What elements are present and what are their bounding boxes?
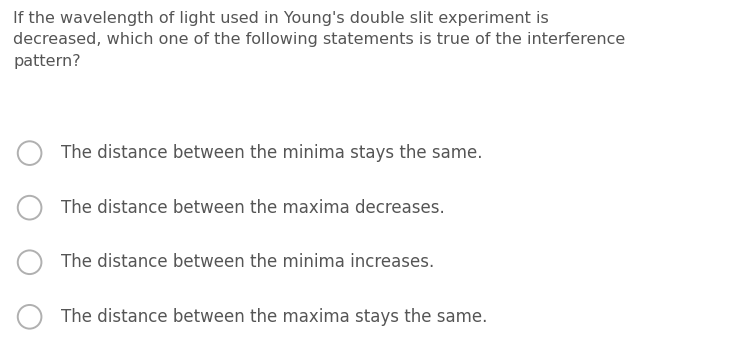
Text: The distance between the maxima decreases.: The distance between the maxima decrease… bbox=[61, 199, 445, 217]
Text: If the wavelength of light used in Young's double slit experiment is
decreased, : If the wavelength of light used in Young… bbox=[13, 11, 625, 69]
Text: The distance between the maxima stays the same.: The distance between the maxima stays th… bbox=[61, 308, 487, 326]
Text: The distance between the minima increases.: The distance between the minima increase… bbox=[61, 253, 434, 271]
Text: The distance between the minima stays the same.: The distance between the minima stays th… bbox=[61, 144, 482, 162]
